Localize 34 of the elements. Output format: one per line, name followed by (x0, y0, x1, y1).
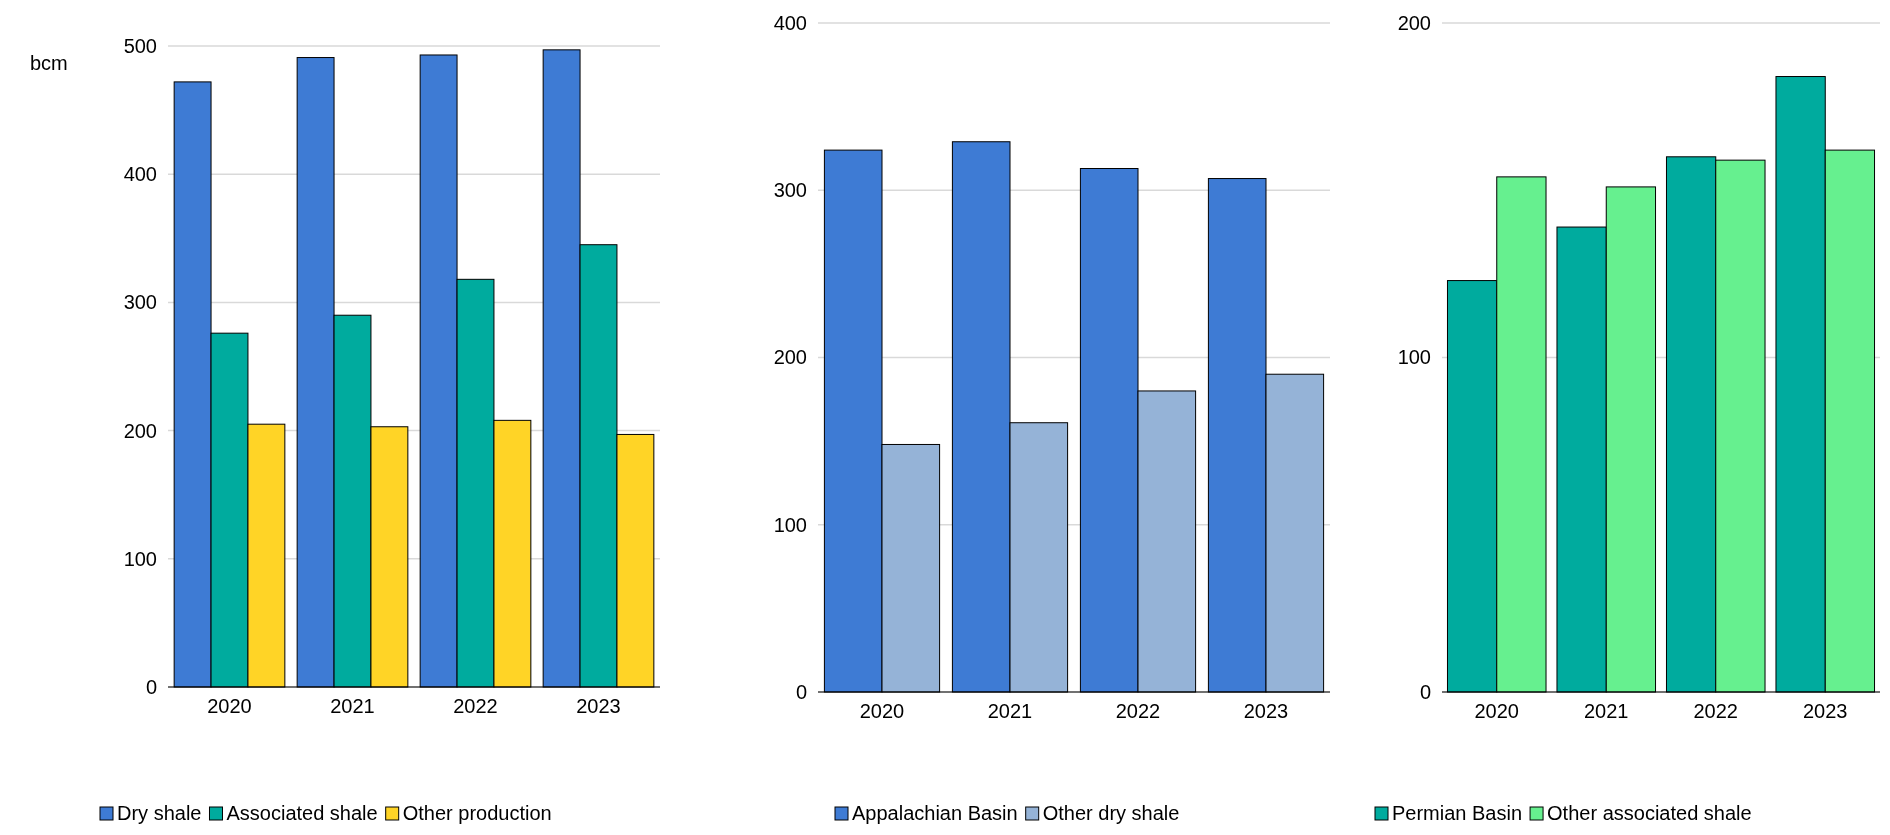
x-tick-label: 2022 (453, 695, 498, 718)
y-tick-label: 200 (1397, 11, 1431, 34)
legend-label: Other production (402, 802, 552, 824)
legend-label: Other dry shale (1042, 802, 1180, 824)
x-tick-label: 2022 (1115, 700, 1161, 723)
y-tick-label: 0 (795, 680, 807, 703)
y-tick-label: 100 (123, 547, 157, 570)
x-tick-label: 2023 (1243, 700, 1289, 723)
y-tick-label: 400 (123, 163, 157, 186)
y-tick-label: 100 (773, 513, 807, 536)
x-tick-label: 2021 (1584, 700, 1629, 723)
x-tick-label: 2021 (330, 695, 375, 718)
x-tick-label: 2022 (1693, 700, 1738, 723)
x-tick-label: 2020 (859, 700, 905, 723)
y-tick-label: 0 (1419, 680, 1431, 703)
y-tick-label: 200 (773, 346, 807, 369)
x-tick-label: 2023 (576, 695, 621, 718)
y-tick-label: 200 (123, 419, 157, 442)
y-tick-label: 300 (123, 291, 157, 314)
x-tick-label: 2023 (1803, 700, 1848, 723)
legend-label: Permian Basin (1392, 802, 1523, 824)
y-tick-label: 500 (123, 34, 157, 57)
x-tick-label: 2021 (987, 700, 1033, 723)
legend-label: Dry shale (117, 802, 202, 824)
y-tick-label: 300 (773, 179, 807, 202)
legend-label: Other associated shale (1547, 802, 1752, 824)
legend-label: Appalachian Basin (852, 802, 1018, 824)
x-tick-label: 2020 (207, 695, 252, 718)
legend-label: Associated shale (226, 802, 378, 824)
y-tick-label: 0 (145, 675, 157, 698)
y-axis-title: bcm (30, 52, 68, 74)
y-tick-label: 400 (773, 11, 807, 34)
x-tick-label: 2020 (1474, 700, 1519, 723)
y-tick-label: 100 (1397, 346, 1431, 369)
